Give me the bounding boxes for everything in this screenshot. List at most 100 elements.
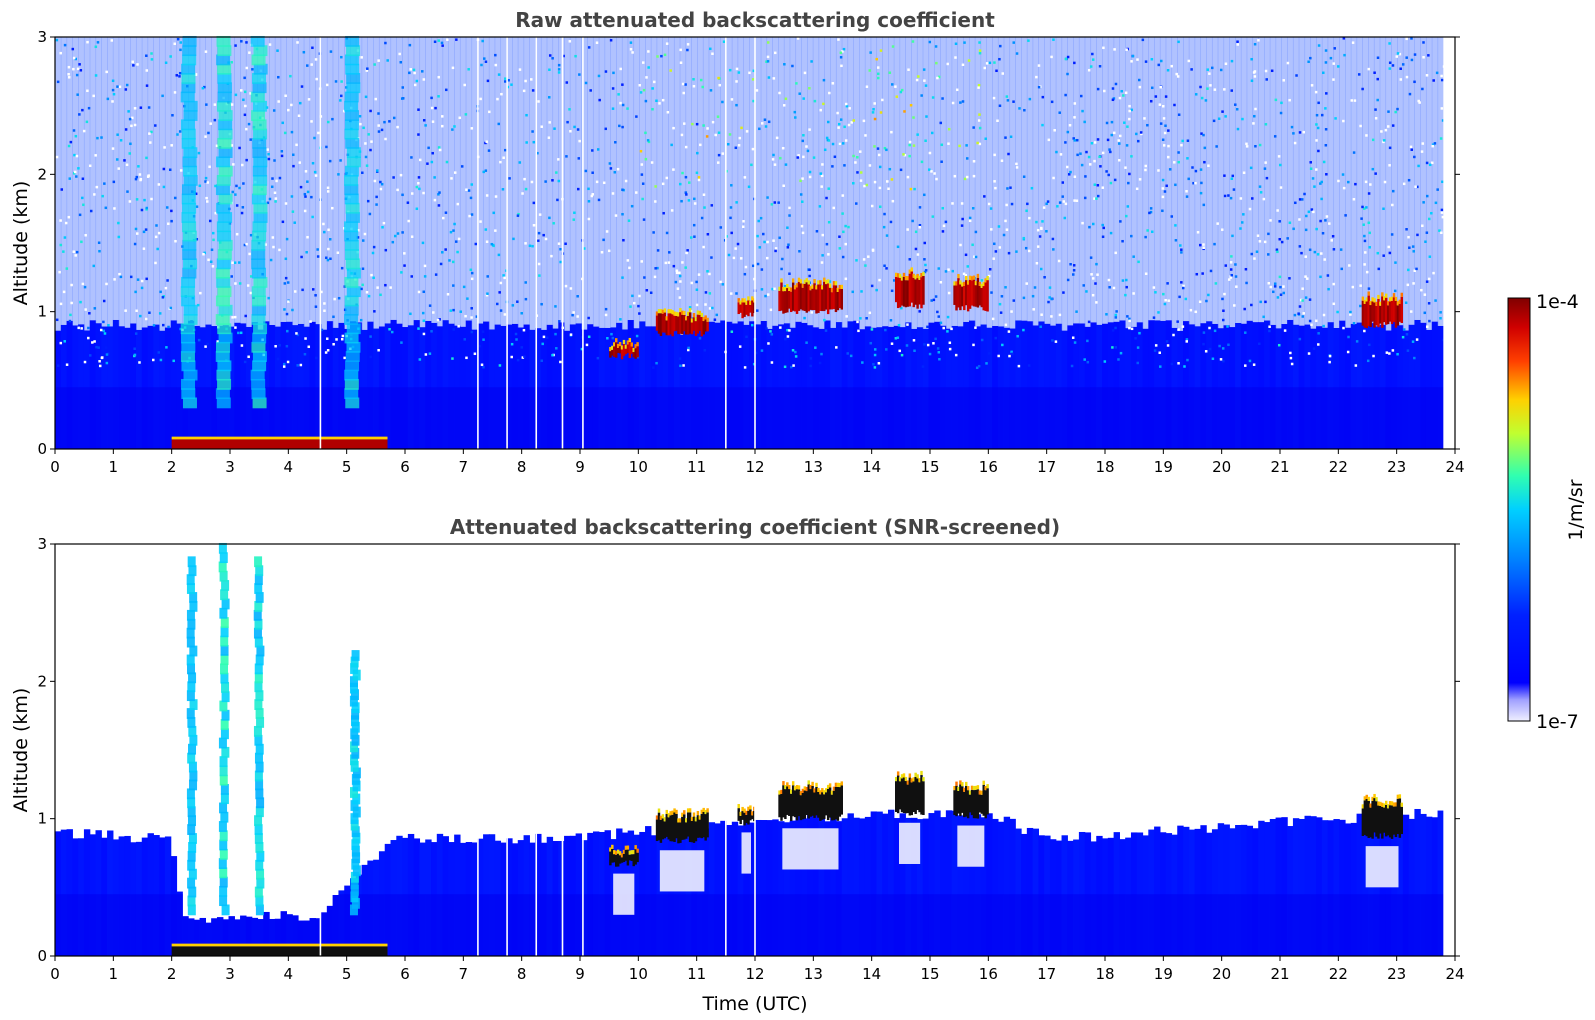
noise-speckle (740, 126, 743, 130)
boundary-layer-cell (1003, 816, 1011, 956)
noise-speckle (587, 316, 590, 320)
noise-speckle (88, 164, 92, 168)
noise-speckle (1027, 249, 1031, 253)
cloud-edge-cell (959, 780, 962, 785)
low-layer-cell (1373, 387, 1381, 449)
noise-speckle (496, 302, 499, 306)
noise-speckle (1258, 143, 1262, 147)
low-layer-cell (859, 387, 866, 449)
noise-speckle (422, 119, 426, 122)
noise-speckle (426, 162, 429, 165)
noise-speckle (1109, 231, 1113, 235)
noise-speckle (612, 71, 615, 75)
low-layer-cell (506, 894, 513, 956)
cloud-edge-cell (688, 308, 692, 313)
low-layer-cell (1425, 387, 1433, 449)
noise-speckle (794, 116, 797, 119)
low-layer-cell (500, 894, 507, 956)
noise-speckle (409, 312, 412, 316)
low-layer-cell (685, 387, 692, 449)
cloud-edge-cell (825, 788, 828, 793)
noise-speckle (430, 96, 433, 100)
cloud-edge-cell (634, 344, 637, 349)
noise-speckle (661, 98, 665, 102)
noise-speckle (1396, 52, 1400, 55)
low-layer-cell (350, 894, 357, 956)
low-layer-cell (1298, 387, 1306, 449)
low-layer-cell (731, 894, 739, 956)
aerosol-plume-cell (219, 848, 228, 860)
noise-speckle (1380, 130, 1383, 133)
noise-speckle (230, 103, 234, 106)
cloud-cell (786, 786, 789, 815)
cloud-edge-cell (819, 790, 822, 795)
boundary-layer-cell (1096, 324, 1103, 449)
aerosol-plume-cell (251, 295, 266, 307)
cloud-edge-cell (780, 278, 783, 283)
noise-speckle (281, 220, 285, 224)
noise-speckle (870, 204, 874, 208)
noise-speckle (1064, 202, 1068, 206)
noise-speckle (917, 75, 920, 78)
cloud-edge-cell (677, 312, 680, 317)
aerosol-plume-cell (255, 842, 264, 853)
noise-column (1026, 37, 1034, 322)
noise-speckle (1041, 123, 1044, 127)
low-layer-cell (1281, 387, 1288, 449)
noise-speckle (1067, 173, 1071, 176)
aerosol-plume-cell (182, 230, 197, 242)
noise-speckle (233, 261, 237, 264)
aerosol-plume-cell (217, 100, 232, 112)
aerosol-plume-cell (188, 565, 197, 577)
noise-speckle (1294, 201, 1297, 205)
noise-speckle (557, 179, 561, 183)
noise-speckle (859, 317, 862, 320)
low-layer-cell (1252, 387, 1259, 449)
cloud-cell (815, 786, 818, 816)
aerosol-plume-cell (218, 737, 227, 749)
cloud-edge-cell (805, 278, 808, 283)
cloud-edge-cell (1386, 301, 1390, 306)
noise-speckle (494, 229, 497, 232)
noise-speckle (604, 307, 608, 311)
cloud-cell (828, 787, 832, 818)
noise-speckle (361, 267, 365, 270)
noise-speckle (818, 361, 822, 365)
noise-speckle (894, 337, 898, 340)
noise-speckle (873, 102, 876, 105)
noise-speckle (698, 337, 702, 340)
cloud-cell (830, 292, 834, 310)
low-layer-cell (592, 894, 600, 956)
noise-speckle (154, 235, 158, 239)
noise-speckle (369, 355, 372, 359)
noise-speckle (455, 240, 458, 243)
low-layer-cell (1229, 387, 1236, 449)
low-layer-cell (164, 894, 172, 956)
noise-column (633, 37, 640, 329)
aerosol-plume-cell (217, 249, 232, 260)
cloud-cell (1365, 798, 1368, 837)
noise-speckle (812, 156, 816, 159)
noise-speckle (935, 61, 938, 65)
noise-speckle (1279, 163, 1282, 167)
noise-speckle (1342, 37, 1346, 40)
boundary-layer-cell (639, 321, 646, 449)
aerosol-plume-cell (189, 699, 198, 710)
boundary-layer-cell (1304, 815, 1311, 956)
surface-aerosol-layer (171, 946, 388, 956)
noise-speckle (1391, 64, 1395, 67)
noise-speckle (291, 210, 295, 213)
boundary-layer-cell (835, 322, 843, 449)
low-layer-cell (118, 894, 126, 956)
noise-speckle (240, 344, 244, 347)
noise-speckle (663, 53, 667, 57)
aerosol-plume-cell (344, 110, 359, 121)
noise-speckle (1427, 302, 1431, 305)
noise-speckle (432, 311, 435, 314)
noise-speckle (607, 249, 611, 253)
cloud-edge-cell (661, 309, 665, 314)
cloud-edge-cell (976, 785, 980, 790)
noise-speckle (863, 184, 866, 188)
noise-speckle (500, 92, 503, 96)
noise-speckle (1405, 228, 1408, 231)
